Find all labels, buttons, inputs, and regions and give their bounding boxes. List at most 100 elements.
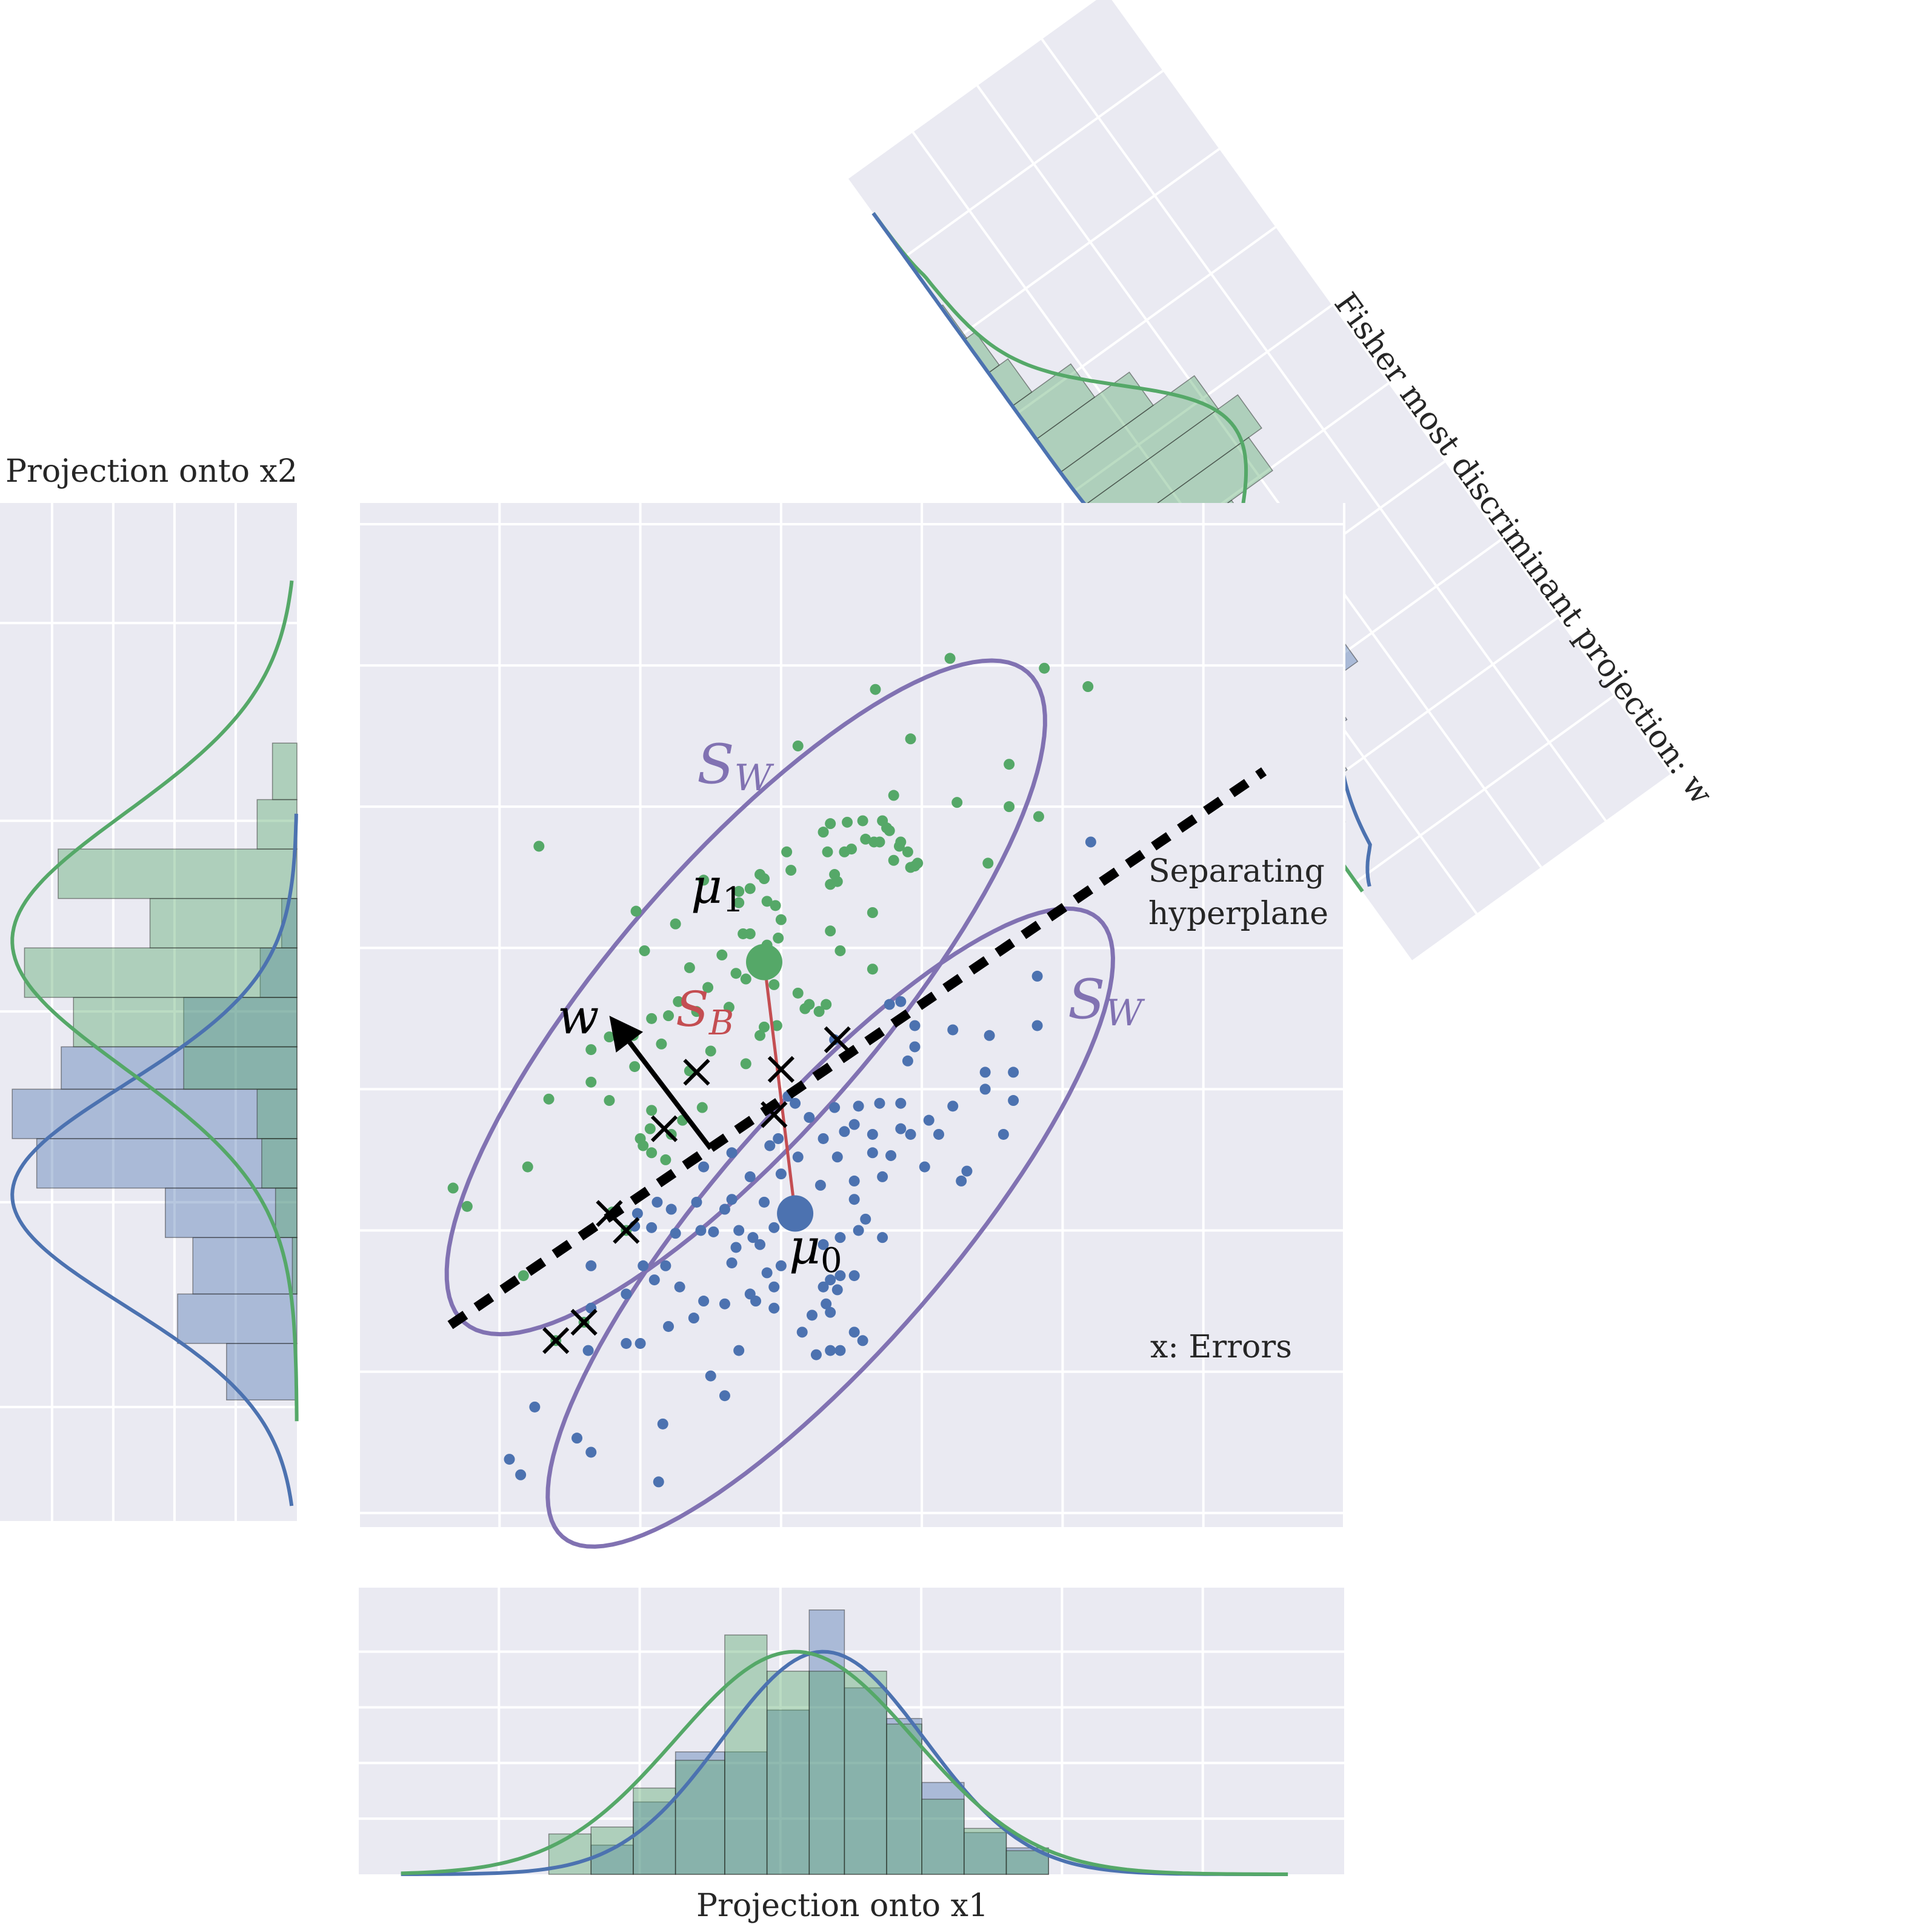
error-marker — [650, 1115, 678, 1142]
scatter-point-class0 — [874, 1097, 885, 1109]
scatter-point-class1 — [705, 1045, 716, 1057]
x2-hist-bar-class1 — [291, 1237, 298, 1295]
scatter-point-class0 — [635, 1337, 646, 1349]
x1-hist-bar-class1 — [964, 1828, 1007, 1875]
x1-hist-bar-class1 — [844, 1671, 887, 1875]
scatter-point-class1 — [723, 1002, 734, 1013]
x1-hist-bar-class0 — [633, 1801, 676, 1875]
scatter-point-class1 — [673, 996, 684, 1007]
scatter-point-class0 — [790, 1097, 801, 1109]
scatter-point-class0 — [877, 1232, 888, 1243]
sw-upper-label: SW — [697, 733, 774, 799]
scatter-point-class0 — [768, 1302, 780, 1314]
scatter-point-class0 — [691, 1196, 702, 1208]
error-marker — [570, 1308, 598, 1336]
error-marker — [683, 1059, 710, 1086]
scatter-point-class0 — [979, 1067, 991, 1078]
scatter-point-class0 — [834, 1232, 846, 1243]
scatter-point-class0 — [848, 1119, 860, 1130]
fisher-gridline — [976, 85, 1542, 868]
x1-hist-bar-class1 — [886, 1723, 922, 1875]
scatter-point-class0 — [885, 1150, 897, 1161]
scatter-point-class0 — [621, 1337, 632, 1349]
between-class-segment — [762, 962, 797, 1214]
scatter-point-class0 — [744, 1171, 756, 1182]
scatter-point-class1 — [604, 1095, 615, 1107]
scatter-point-class0 — [747, 1232, 759, 1243]
scatter-point-class1 — [771, 1020, 782, 1031]
scatter-point-class0 — [895, 996, 907, 1007]
scatter-point-class0 — [961, 1165, 973, 1177]
scatter-point-class0 — [831, 1151, 843, 1163]
scatter-point-class1 — [982, 857, 994, 869]
scatter-point-class0 — [848, 1194, 860, 1205]
scatter-point-class0 — [877, 1171, 888, 1182]
scatter-point-class1 — [775, 914, 787, 925]
scatter-point-class1 — [585, 1076, 597, 1088]
scatter-point-class1 — [842, 816, 853, 828]
scatter-point-class0 — [529, 1401, 541, 1413]
x2-hist-bar-class1 — [149, 897, 298, 949]
x1-plot-background — [359, 1588, 1344, 1874]
scatter-point-class0 — [768, 1281, 780, 1293]
scatter-point-class0 — [831, 1284, 843, 1296]
scatter-point-class0 — [860, 1213, 871, 1225]
annotations: SW SW SB μ1 μ0 w Separating hyperplane x… — [558, 733, 1328, 1365]
scatter-point-class1 — [813, 1006, 825, 1017]
scatter-point-class1 — [758, 1021, 770, 1033]
scatter-point-class0 — [631, 1208, 643, 1219]
scatter-point-class0 — [848, 1175, 860, 1187]
scatter-point-class1 — [447, 1182, 459, 1194]
scatter-point-class1 — [646, 1147, 658, 1159]
x2-kde-curve-class1 — [10, 580, 299, 1422]
scatter-point-class0 — [657, 1418, 668, 1430]
scatter-point-class0 — [1085, 836, 1096, 848]
x2-hist-bar-class0 — [259, 947, 298, 998]
x1-kde-curve-class1 — [401, 1649, 1288, 1876]
scatter-point-class0 — [768, 1222, 780, 1233]
scatter-point-class1 — [770, 900, 781, 911]
fisher-gridline — [1041, 38, 1607, 822]
x2-hist-bar-class0 — [183, 997, 298, 1048]
scatter-point-class1 — [543, 1093, 555, 1105]
scatter-point-class1 — [888, 790, 899, 801]
scatter-point-class0 — [905, 1128, 916, 1140]
scatter-point-class0 — [515, 1469, 527, 1480]
scatter-point-class1 — [744, 928, 756, 939]
scatter-point-class1 — [733, 897, 745, 908]
error-marker — [767, 1056, 794, 1083]
scatter-point-class1 — [867, 907, 878, 918]
separating-hyperplane-label-line1: Separating — [1148, 853, 1325, 890]
scatter-point-class0 — [834, 1270, 846, 1282]
scatter-point-class1 — [684, 962, 695, 973]
class0-mean-marker — [777, 1195, 814, 1232]
scatter-point-class0 — [867, 1147, 878, 1159]
scatter-point-class0 — [585, 1260, 597, 1271]
scatter-point-class1 — [630, 905, 642, 917]
scatter-point-class0 — [825, 1274, 836, 1286]
scatter-point-class1 — [785, 865, 797, 876]
separating-hyperplane-label-line2: hyperplane — [1148, 896, 1328, 932]
scatter-point-class0 — [919, 1161, 930, 1173]
x2-projection-panel — [0, 503, 299, 1521]
scatter-point-class1 — [818, 827, 829, 838]
scatter-point-class0 — [818, 1239, 829, 1250]
scatter-point-class0 — [998, 1128, 1009, 1140]
scatter-point-class0 — [1031, 1020, 1043, 1031]
scatter-point-class0 — [670, 1228, 681, 1239]
scatter-point-class1 — [629, 1061, 641, 1073]
w-label: w — [558, 988, 599, 1045]
scatter-point-class0 — [825, 1345, 836, 1356]
scatter-point-class0 — [818, 1281, 829, 1293]
x2-hist-bar-class1 — [73, 997, 298, 1048]
x2-hist-bar-class1 — [24, 947, 298, 998]
x1-hist-bar-class1 — [921, 1799, 965, 1875]
scatter-point-class0 — [651, 1196, 663, 1208]
scatter-point-class1 — [696, 1102, 708, 1113]
x2-hist-bar-class1 — [183, 1046, 298, 1090]
scatter-point-class0 — [726, 1147, 738, 1159]
scatter-point-class0 — [867, 1128, 878, 1140]
scatter-point-class1 — [663, 1010, 675, 1022]
scatter-point-class1 — [951, 797, 963, 808]
